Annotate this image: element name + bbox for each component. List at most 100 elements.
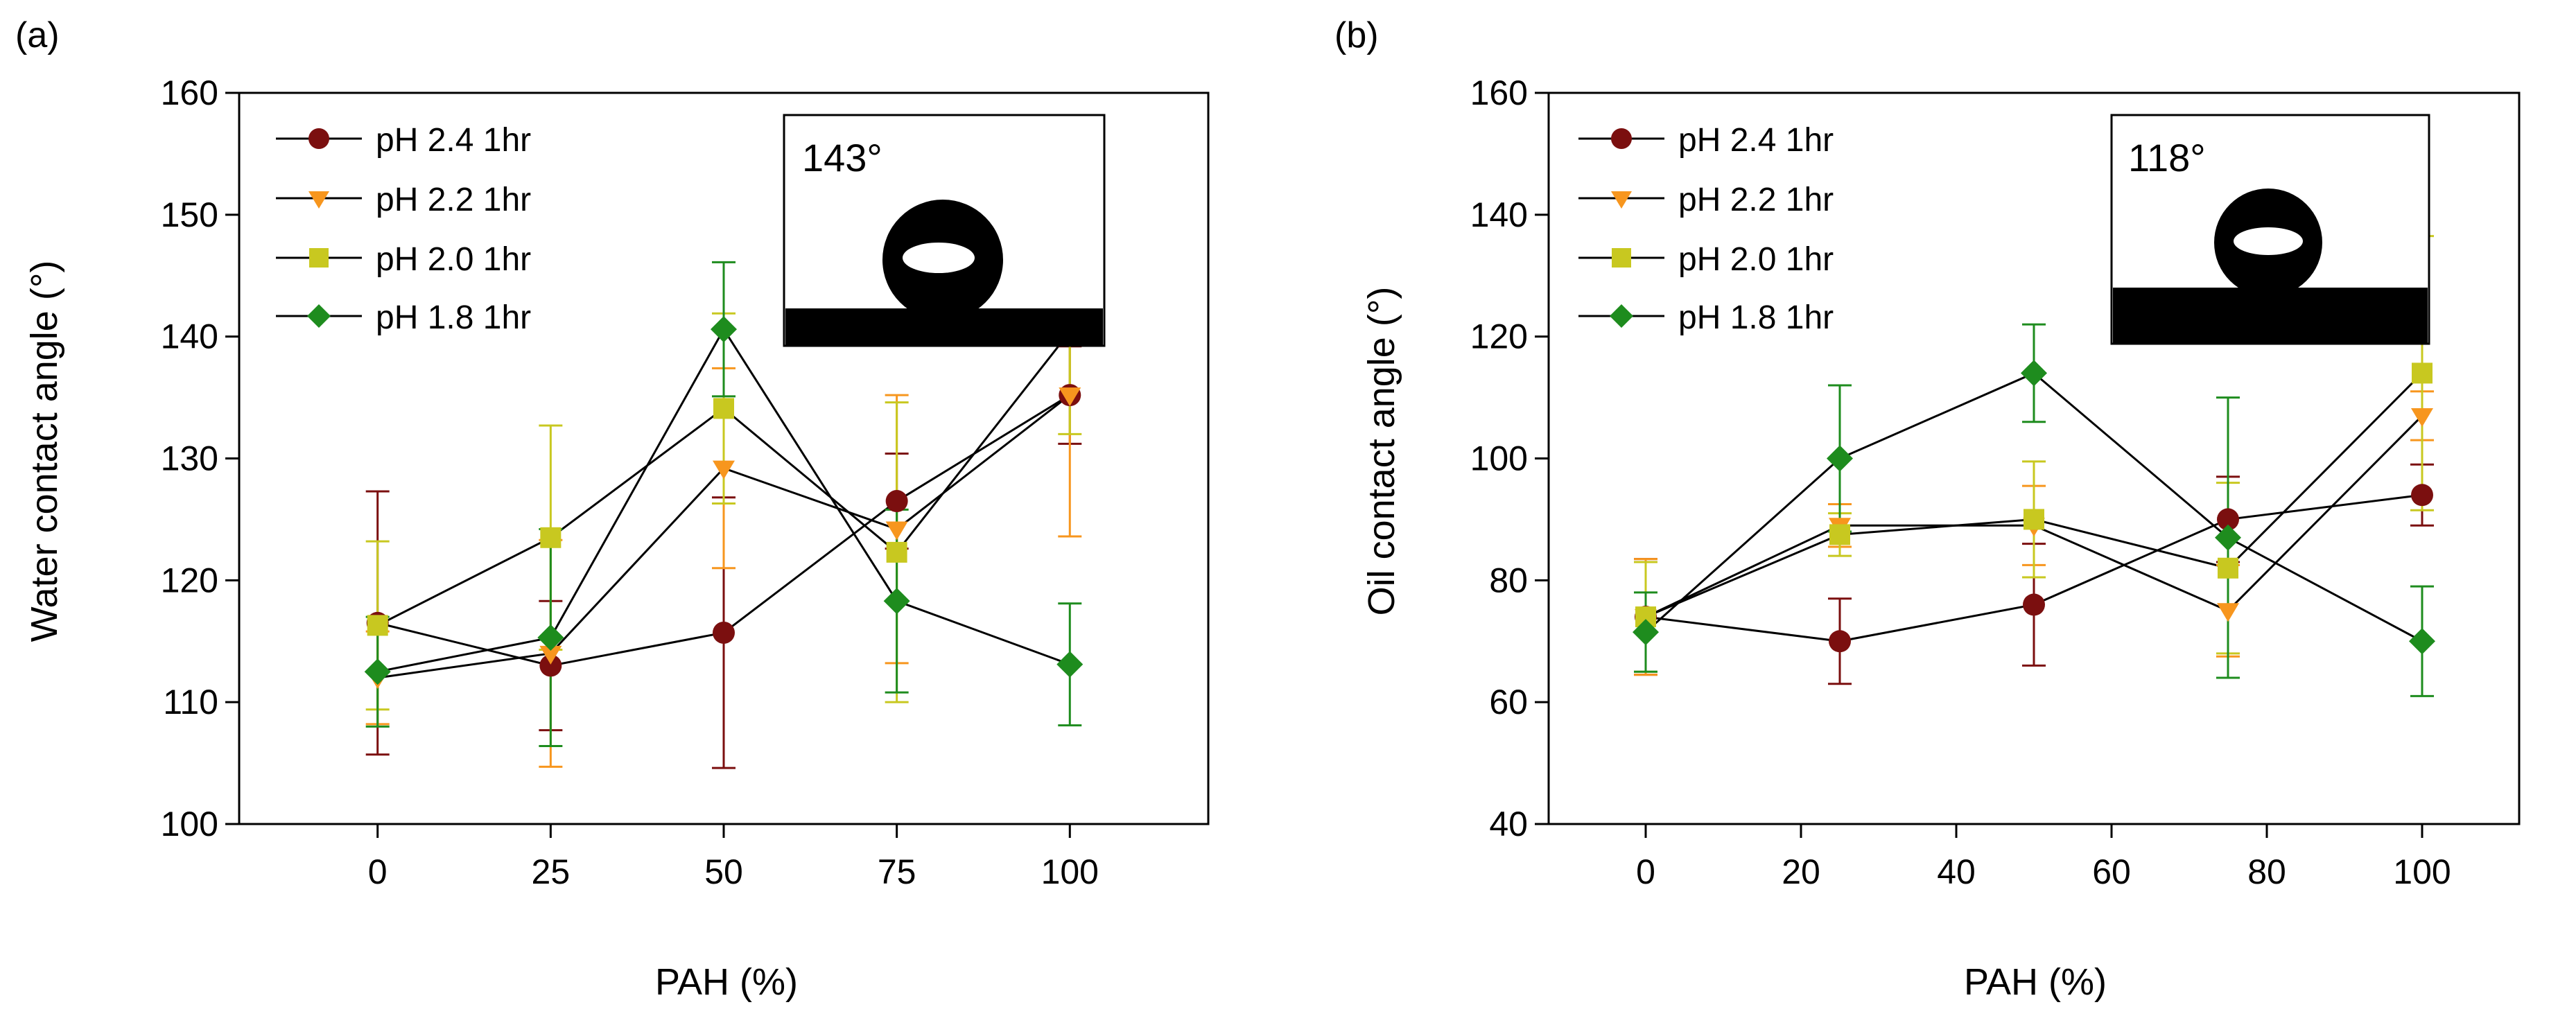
tick-group-a: 100 110 120 130 140 150 160 0 25 50 75 100 xyxy=(161,73,1099,891)
legend-entry-b-3: pH 2.0 1hr xyxy=(1578,241,1834,278)
panel-a: (a) Water contact angle (°) PAH (%) 1001… xyxy=(15,15,1210,1003)
x-tick-label: 50 xyxy=(704,852,743,891)
y-tick-label: 60 xyxy=(1489,683,1528,721)
data-point xyxy=(2215,524,2241,551)
y-tick-label: 140 xyxy=(1470,195,1528,234)
legend-label: pH 2.4 1hr xyxy=(376,122,531,159)
data-point xyxy=(2021,360,2047,387)
data-point xyxy=(1829,630,1851,653)
droplet-highlight xyxy=(2234,227,2303,255)
legend-marker-triangle xyxy=(308,191,329,209)
x-tick-label: 0 xyxy=(368,852,388,891)
x-tick-label: 60 xyxy=(2092,852,2131,891)
droplet-inset-a: 143° xyxy=(783,114,1106,347)
data-point xyxy=(2218,557,2238,579)
inset-angle-label: 143° xyxy=(802,136,882,179)
plot-frame-b xyxy=(1547,91,2521,825)
y-tick-label: 140 xyxy=(161,317,218,356)
data-point xyxy=(2412,362,2433,384)
y-tick-label: 160 xyxy=(161,73,218,112)
data-point xyxy=(711,316,737,343)
x-tick-label: 40 xyxy=(1937,852,1976,891)
panel-b: (b) Oil contact angle (°) PAH (%) 40 60 80… xyxy=(1334,15,2521,1003)
data-point xyxy=(713,398,734,419)
data-point xyxy=(2409,628,2435,655)
legend-a: pH 2.4 1hr pH 2.2 1hr pH 2.0 1hr pH 1.8 … xyxy=(276,122,531,336)
series-layer-b xyxy=(1633,235,2435,697)
y-axis-title-a: Water contact angle (°) xyxy=(24,261,65,642)
legend-marker-circle xyxy=(1611,128,1632,149)
y-tick-label: 100 xyxy=(161,805,218,843)
data-point xyxy=(1059,387,1081,407)
data-point xyxy=(2024,509,2044,530)
plot-frame-a xyxy=(238,91,1210,825)
data-point xyxy=(2217,603,2239,622)
data-point xyxy=(367,615,388,636)
droplet-highlight xyxy=(903,243,975,273)
data-point xyxy=(713,621,735,644)
y-tick-label: 40 xyxy=(1489,805,1528,843)
data-point xyxy=(2217,508,2239,531)
inset-angle-label: 118° xyxy=(2128,136,2206,179)
x-tick-label: 100 xyxy=(2393,852,2451,891)
legend-b: pH 2.4 1hr pH 2.2 1hr pH 2.0 1hr pH 1.8 … xyxy=(1578,122,1834,336)
legend-marker-square xyxy=(1612,248,1631,268)
panel-label-b: (b) xyxy=(1334,15,1379,55)
y-tick-label: 130 xyxy=(161,439,218,478)
data-point xyxy=(364,658,391,685)
legend-label: pH 2.2 1hr xyxy=(376,182,531,218)
legend-entry-b-4: pH 1.8 1hr xyxy=(1578,299,1834,336)
x-tick-label: 25 xyxy=(532,852,571,891)
y-tick-label: 120 xyxy=(1470,317,1528,356)
data-point xyxy=(886,541,907,563)
data-point xyxy=(883,588,910,615)
data-point xyxy=(540,527,562,548)
data-point xyxy=(2411,408,2433,427)
data-point xyxy=(713,460,735,480)
x-tick-label: 80 xyxy=(2247,852,2286,891)
y-tick-label: 110 xyxy=(163,683,218,721)
legend-marker-triangle xyxy=(1611,191,1632,209)
y-tick-label: 80 xyxy=(1489,561,1528,599)
legend-entry-a-4: pH 1.8 1hr xyxy=(276,299,531,336)
legend-entry-b-2: pH 2.2 1hr xyxy=(1578,182,1834,218)
data-point xyxy=(885,490,908,513)
legend-marker-square xyxy=(309,248,329,268)
y-axis-title-b: Oil contact angle (°) xyxy=(1361,287,1402,616)
legend-label: pH 1.8 1hr xyxy=(1678,299,1834,336)
panel-label-a: (a) xyxy=(15,15,60,55)
data-point xyxy=(537,624,564,651)
y-tick-label: 160 xyxy=(1470,73,1528,112)
data-point xyxy=(2411,484,2433,507)
data-point xyxy=(885,521,908,541)
droplet-inset-b: 118° xyxy=(2110,114,2430,345)
data-point xyxy=(539,654,562,677)
data-point xyxy=(1633,619,1659,646)
y-tick-label: 100 xyxy=(1470,439,1528,478)
x-tick-label: 0 xyxy=(1636,852,1655,891)
x-axis-title-a: PAH (%) xyxy=(655,961,798,1003)
legend-label: pH 2.0 1hr xyxy=(1678,241,1834,278)
data-point xyxy=(1827,445,1853,472)
legend-entry-a-1: pH 2.4 1hr xyxy=(276,122,531,159)
x-tick-label: 100 xyxy=(1041,852,1099,891)
x-tick-label: 20 xyxy=(1782,852,1820,891)
x-tick-label: 75 xyxy=(878,852,916,891)
legend-marker-diamond xyxy=(307,304,331,328)
y-tick-label: 150 xyxy=(161,195,218,234)
y-tick-label: 120 xyxy=(161,561,218,599)
legend-entry-b-1: pH 2.4 1hr xyxy=(1578,122,1834,159)
inset-substrate xyxy=(2113,288,2428,343)
data-point xyxy=(1056,651,1084,678)
legend-label: pH 1.8 1hr xyxy=(376,299,531,336)
legend-marker-circle xyxy=(308,128,329,149)
legend-label: pH 2.2 1hr xyxy=(1678,182,1834,218)
tick-group-b: 40 60 80 100 120 140 160 0 20 40 60 80 100 xyxy=(1470,73,2451,891)
legend-marker-diamond xyxy=(1610,304,1633,328)
data-point xyxy=(1829,524,1850,545)
legend-entry-a-2: pH 2.2 1hr xyxy=(276,182,531,218)
x-axis-title-b: PAH (%) xyxy=(1964,961,2107,1003)
data-point xyxy=(539,645,562,665)
legend-label: pH 2.4 1hr xyxy=(1678,122,1834,159)
